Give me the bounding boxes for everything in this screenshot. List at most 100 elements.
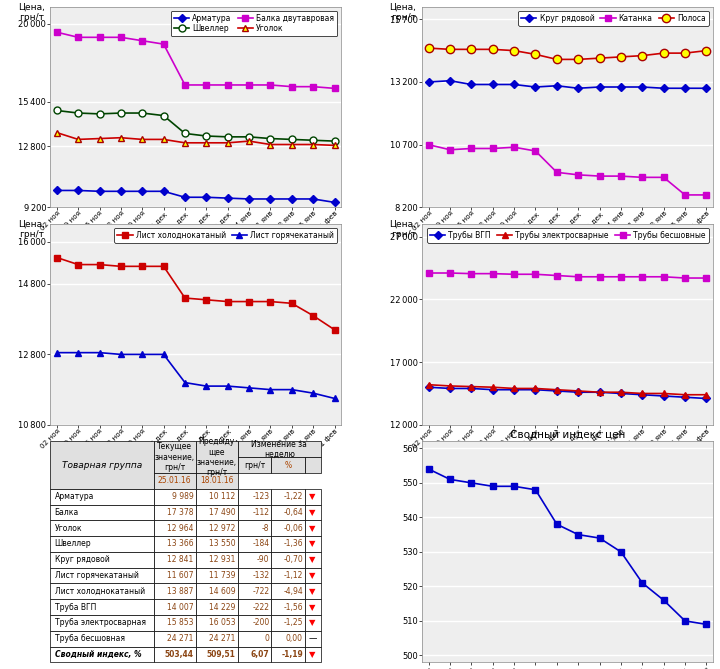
FancyBboxPatch shape — [153, 646, 196, 662]
Text: ▼: ▼ — [310, 524, 316, 533]
Text: Балка: Балка — [55, 508, 78, 517]
Y-axis label: Цена,
грн/т: Цена, грн/т — [18, 220, 45, 240]
Text: 14 229: 14 229 — [210, 603, 235, 611]
Text: Круг рядовой: Круг рядовой — [55, 555, 109, 564]
FancyBboxPatch shape — [50, 552, 153, 568]
FancyBboxPatch shape — [238, 504, 271, 520]
Text: -222: -222 — [253, 603, 269, 611]
FancyBboxPatch shape — [238, 568, 271, 583]
Text: -722: -722 — [253, 587, 269, 596]
FancyBboxPatch shape — [238, 583, 271, 599]
FancyBboxPatch shape — [50, 504, 153, 520]
FancyBboxPatch shape — [153, 520, 196, 536]
FancyBboxPatch shape — [196, 599, 238, 615]
Y-axis label: Цена,
грн/т: Цена, грн/т — [390, 3, 416, 22]
Text: -8: -8 — [262, 524, 269, 533]
Text: -1,22: -1,22 — [284, 492, 303, 501]
FancyBboxPatch shape — [153, 442, 196, 473]
Text: 11 739: 11 739 — [210, 571, 235, 580]
FancyBboxPatch shape — [153, 631, 196, 646]
Text: Арматура: Арматура — [55, 492, 94, 501]
Text: —: — — [308, 634, 317, 643]
FancyBboxPatch shape — [196, 552, 238, 568]
FancyBboxPatch shape — [271, 552, 305, 568]
FancyBboxPatch shape — [271, 646, 305, 662]
FancyBboxPatch shape — [196, 615, 238, 631]
Text: Сводный индекс, %: Сводный индекс, % — [55, 650, 141, 659]
Text: 10 112: 10 112 — [210, 492, 235, 501]
Text: грн/т: грн/т — [244, 461, 265, 470]
FancyBboxPatch shape — [271, 520, 305, 536]
Text: -0,64: -0,64 — [283, 508, 303, 517]
Text: Труба электросварная: Труба электросварная — [55, 618, 145, 628]
Text: 509,51: 509,51 — [207, 650, 235, 659]
Title: Сводный индекс цен: Сводный индекс цен — [510, 429, 625, 440]
FancyBboxPatch shape — [305, 552, 320, 568]
FancyBboxPatch shape — [153, 504, 196, 520]
FancyBboxPatch shape — [196, 631, 238, 646]
FancyBboxPatch shape — [305, 457, 320, 473]
FancyBboxPatch shape — [238, 536, 271, 552]
Text: Труба ВГП: Труба ВГП — [55, 603, 96, 611]
FancyBboxPatch shape — [196, 442, 238, 473]
FancyBboxPatch shape — [153, 615, 196, 631]
FancyBboxPatch shape — [196, 489, 238, 504]
Text: -1,25: -1,25 — [284, 618, 303, 628]
Text: -132: -132 — [253, 571, 269, 580]
Text: 503,44: 503,44 — [165, 650, 194, 659]
Text: ▼: ▼ — [310, 650, 316, 659]
FancyBboxPatch shape — [305, 599, 320, 615]
Text: ▼: ▼ — [310, 618, 316, 628]
Text: 14 609: 14 609 — [209, 587, 235, 596]
Legend: Арматура, Швеллер, Балка двутавровая, Уголок: Арматура, Швеллер, Балка двутавровая, Уг… — [171, 11, 337, 36]
Text: ▼: ▼ — [310, 587, 316, 596]
FancyBboxPatch shape — [271, 504, 305, 520]
FancyBboxPatch shape — [196, 536, 238, 552]
Text: -1,19: -1,19 — [282, 650, 303, 659]
Text: Предыду
щее
значение,
грн/т: Предыду щее значение, грн/т — [197, 437, 237, 477]
FancyBboxPatch shape — [271, 631, 305, 646]
FancyBboxPatch shape — [271, 568, 305, 583]
Text: 16 053: 16 053 — [209, 618, 235, 628]
Text: Уголок: Уголок — [55, 524, 82, 533]
FancyBboxPatch shape — [238, 599, 271, 615]
Text: 12 841: 12 841 — [167, 555, 194, 564]
Text: -0,06: -0,06 — [283, 524, 303, 533]
Text: -123: -123 — [253, 492, 269, 501]
Text: 24 271: 24 271 — [210, 634, 235, 643]
FancyBboxPatch shape — [305, 489, 320, 504]
FancyBboxPatch shape — [196, 520, 238, 536]
FancyBboxPatch shape — [238, 552, 271, 568]
Text: Труба бесшовная: Труба бесшовная — [55, 634, 125, 643]
Text: 15 853: 15 853 — [167, 618, 194, 628]
FancyBboxPatch shape — [305, 568, 320, 583]
Text: 24 271: 24 271 — [167, 634, 194, 643]
FancyBboxPatch shape — [50, 646, 153, 662]
Text: -4,94: -4,94 — [283, 587, 303, 596]
FancyBboxPatch shape — [271, 489, 305, 504]
FancyBboxPatch shape — [153, 583, 196, 599]
Text: ▼: ▼ — [310, 571, 316, 580]
Text: ▼: ▼ — [310, 539, 316, 549]
FancyBboxPatch shape — [305, 646, 320, 662]
Text: 14 007: 14 007 — [167, 603, 194, 611]
Text: 9 989: 9 989 — [172, 492, 194, 501]
FancyBboxPatch shape — [50, 536, 153, 552]
Text: -90: -90 — [257, 555, 269, 564]
Text: 13 887: 13 887 — [167, 587, 194, 596]
Text: -0,70: -0,70 — [283, 555, 303, 564]
Legend: Трубы ВГП, Трубы электросварные, Трубы бесшовные: Трубы ВГП, Трубы электросварные, Трубы б… — [427, 228, 709, 243]
Text: ▼: ▼ — [310, 492, 316, 501]
FancyBboxPatch shape — [153, 536, 196, 552]
FancyBboxPatch shape — [196, 646, 238, 662]
Y-axis label: Цена,
грн/т: Цена, грн/т — [18, 3, 45, 22]
FancyBboxPatch shape — [153, 473, 196, 489]
Text: 12 972: 12 972 — [210, 524, 235, 533]
FancyBboxPatch shape — [153, 599, 196, 615]
FancyBboxPatch shape — [50, 520, 153, 536]
FancyBboxPatch shape — [50, 442, 153, 489]
FancyBboxPatch shape — [238, 457, 271, 473]
Text: ▼: ▼ — [310, 508, 316, 517]
FancyBboxPatch shape — [238, 646, 271, 662]
FancyBboxPatch shape — [153, 489, 196, 504]
